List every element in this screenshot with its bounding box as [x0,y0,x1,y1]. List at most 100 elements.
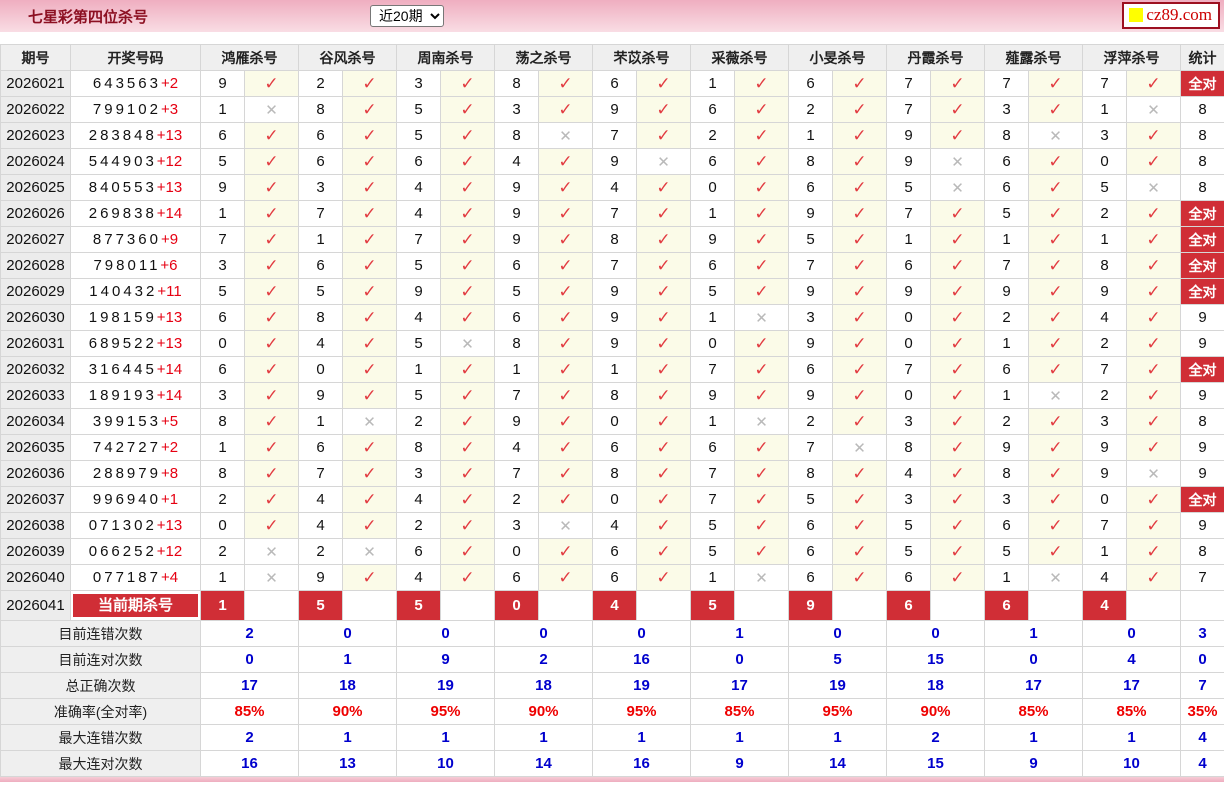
kill-number-cell: 9 [592,330,637,357]
kill-number-cell: 3 [298,174,343,201]
check-icon: ✓ [244,148,299,175]
kill-number-cell: 2 [788,408,833,435]
check-icon: ✓ [244,304,299,331]
kill-number-cell: 2 [984,304,1029,331]
kill-number-table: 期号 开奖号码 鸿雁杀号 谷风杀号 周南杀号 荡之杀号 芣苡杀号 采薇杀号 小旻杀号 丹霞杀号 薤露… [0,44,1224,777]
draw-numbers-cell: 283848+13 [70,122,201,149]
kill-number-cell: 9 [788,382,833,409]
empty-mark-cell [342,590,397,621]
check-icon: ✓ [636,278,691,305]
check-icon: ✓ [440,486,495,513]
check-icon: ✓ [1028,330,1083,357]
kill-number-cell: 4 [396,564,441,591]
kill-number-cell: 6 [298,252,343,279]
cross-icon: ✕ [1126,174,1181,201]
check-icon: ✓ [538,278,593,305]
check-icon: ✓ [930,408,985,435]
check-icon: ✓ [832,486,887,513]
period-cell: 2026026 [0,200,71,227]
check-icon: ✓ [538,200,593,227]
summary-total: 4 [1180,724,1224,751]
check-icon: ✓ [1126,512,1181,539]
summary-value: 17 [984,672,1083,699]
check-icon: ✓ [342,460,397,487]
col-header-period: 期号 [0,44,71,71]
summary-value: 19 [396,672,495,699]
check-icon: ✓ [930,252,985,279]
check-icon: ✓ [636,122,691,149]
kill-number-cell: 6 [886,252,931,279]
kill-number-cell: 4 [1082,304,1127,331]
stat-count-cell: 9 [1180,460,1224,487]
summary-row: 准确率(全对率) 85% 90% 95% 90% 95% 85% 95% 90% 85% 85% 35… [0,698,1224,725]
stat-allhit-badge: 全对 [1180,252,1224,279]
table-row: 2026031 689522+13 0 ✓ 4 ✓ 5 ✕ 8 ✓ 9 ✓ 0 ✓ 9 ✓ 0 ✓ 1 ✓ 2 ✓ 9 [0,330,1224,357]
kill-number-cell: 0 [494,538,539,565]
kill-number-cell: 8 [984,460,1029,487]
summary-value: 16 [200,750,299,777]
stat-count-cell: 8 [1180,96,1224,123]
summary-total: 7 [1180,672,1224,699]
kill-number-cell: 8 [1082,252,1127,279]
stat-count-cell: 9 [1180,382,1224,409]
stat-count-cell: 9 [1180,330,1224,357]
check-icon: ✓ [1126,434,1181,461]
summary-value: 17 [1082,672,1181,699]
check-icon: ✓ [1126,486,1181,513]
summary-value: 14 [494,750,593,777]
check-icon: ✓ [538,356,593,383]
kill-number-cell: 7 [592,122,637,149]
check-icon: ✓ [1126,356,1181,383]
kill-number-cell: 6 [298,434,343,461]
summary-label: 总正确次数 [0,672,201,699]
kill-number-cell: 2 [984,408,1029,435]
kill-number-cell: 6 [788,356,833,383]
kill-number-cell: 8 [494,122,539,149]
kill-number-cell: 5 [200,278,245,305]
kill-number-cell: 9 [200,70,245,97]
kill-number-cell: 3 [886,408,931,435]
table-row: 2026035 742727+2 1 ✓ 6 ✓ 8 ✓ 4 ✓ 6 ✓ 6 ✓ 7 ✕ 8 ✓ 9 ✓ 9 ✓ 9 [0,434,1224,461]
check-icon: ✓ [1126,200,1181,227]
kill-number-cell: 8 [592,382,637,409]
check-icon: ✓ [636,512,691,539]
kill-number-cell: 5 [788,226,833,253]
check-icon: ✓ [734,486,789,513]
check-icon: ✓ [734,460,789,487]
draw-numbers-cell: 288979+8 [70,460,201,487]
check-icon: ✓ [538,252,593,279]
cross-icon: ✕ [1028,382,1083,409]
check-icon: ✓ [1028,252,1083,279]
summary-value: 16 [592,646,691,673]
table-row: 2026022 799102+3 1 ✕ 8 ✓ 5 ✓ 3 ✓ 9 ✓ 6 ✓ 2 ✓ 7 ✓ 3 ✓ 1 ✕ 8 [0,96,1224,123]
kill-number-cell: 1 [984,564,1029,591]
draw-numbers: 798011 [93,257,161,274]
period-cell: 2026021 [0,70,71,97]
check-icon: ✓ [636,564,691,591]
draw-bonus-number: +3 [160,101,179,118]
kill-number-cell: 4 [494,148,539,175]
period-cell: 2026041 [0,590,71,621]
range-select[interactable]: 近20期 [370,5,445,27]
draw-bonus-number: +13 [156,335,183,352]
draw-numbers: 840553 [88,179,157,196]
kill-number-cell: 7 [886,96,931,123]
kill-number-cell: 9 [494,174,539,201]
check-icon: ✓ [538,148,593,175]
check-icon: ✓ [538,408,593,435]
check-icon: ✓ [636,538,691,565]
check-icon: ✓ [342,564,397,591]
check-icon: ✓ [538,460,593,487]
col-header-expert-5: 芣苡杀号 [592,44,691,71]
summary-value: 13 [298,750,397,777]
stat-allhit-badge: 全对 [1180,356,1224,383]
kill-number-cell: 5 [984,538,1029,565]
stat-count-cell: 9 [1180,434,1224,461]
draw-numbers-cell: 077187+4 [70,564,201,591]
current-kill-number: 5 [298,590,343,621]
kill-number-cell: 1 [690,70,735,97]
empty-mark-cell [1028,590,1083,621]
kill-number-cell: 5 [690,512,735,539]
check-icon: ✓ [538,226,593,253]
kill-number-cell: 6 [494,304,539,331]
